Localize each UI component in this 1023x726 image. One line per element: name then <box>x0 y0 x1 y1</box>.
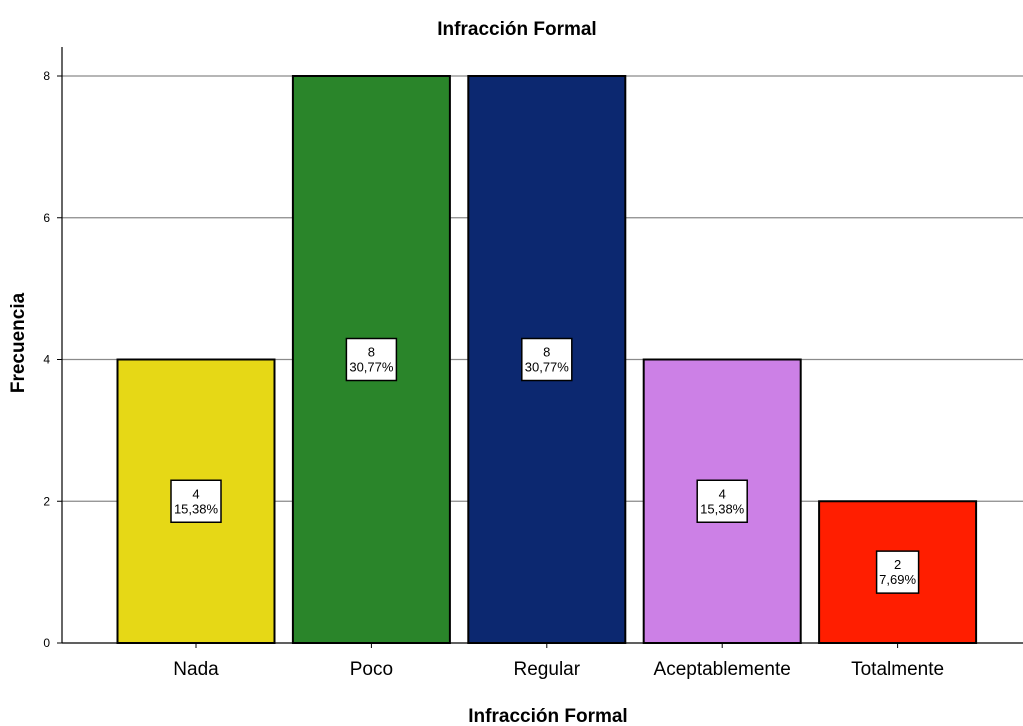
axes: 0 2 4 6 8 Nada Poco Regular Aceptablemente Totalm… <box>43 47 1023 680</box>
x-tick-label-poco: Poco <box>350 659 393 680</box>
chart-title: Infracción Formal <box>437 19 596 40</box>
x-tick-label-regular: Regular <box>514 659 581 680</box>
data-label-percent-0: 15,38% <box>174 501 219 516</box>
y-tick-label-8: 8 <box>43 69 50 83</box>
data-label-box-2 <box>521 337 573 382</box>
data-label-count-0: 4 <box>192 486 199 501</box>
data-label-percent-1: 30,77% <box>349 360 394 375</box>
x-tick-label-nada: Nada <box>173 659 219 680</box>
data-label-count-3: 4 <box>719 486 726 501</box>
x-tick-label-totalmente: Totalmente <box>851 659 944 680</box>
x-axis-title: Infracción Formal <box>468 706 627 726</box>
data-labels: 415,38%830,77%830,77%415,38%27,69% <box>170 337 920 594</box>
data-label-box-0 <box>170 479 222 523</box>
data-label-box-4 <box>875 550 920 594</box>
y-tick-label-2: 2 <box>43 494 50 508</box>
y-tick-label-6: 6 <box>43 211 50 225</box>
data-label-count-1: 8 <box>368 345 375 360</box>
data-label-box-3 <box>696 479 748 523</box>
x-tick-label-aceptablemente: Aceptablemente <box>654 659 791 680</box>
data-label-percent-2: 30,77% <box>525 360 570 375</box>
y-tick-label-4: 4 <box>43 353 50 367</box>
data-label-percent-4: 7,69% <box>879 572 916 587</box>
data-label-box-1 <box>345 337 398 382</box>
data-label-count-2: 8 <box>543 345 550 360</box>
y-axis-title: Frecuencia <box>8 292 29 393</box>
data-label-percent-3: 15,38% <box>700 501 745 516</box>
data-label-count-4: 2 <box>894 557 901 572</box>
y-tick-label-0: 0 <box>43 636 50 650</box>
